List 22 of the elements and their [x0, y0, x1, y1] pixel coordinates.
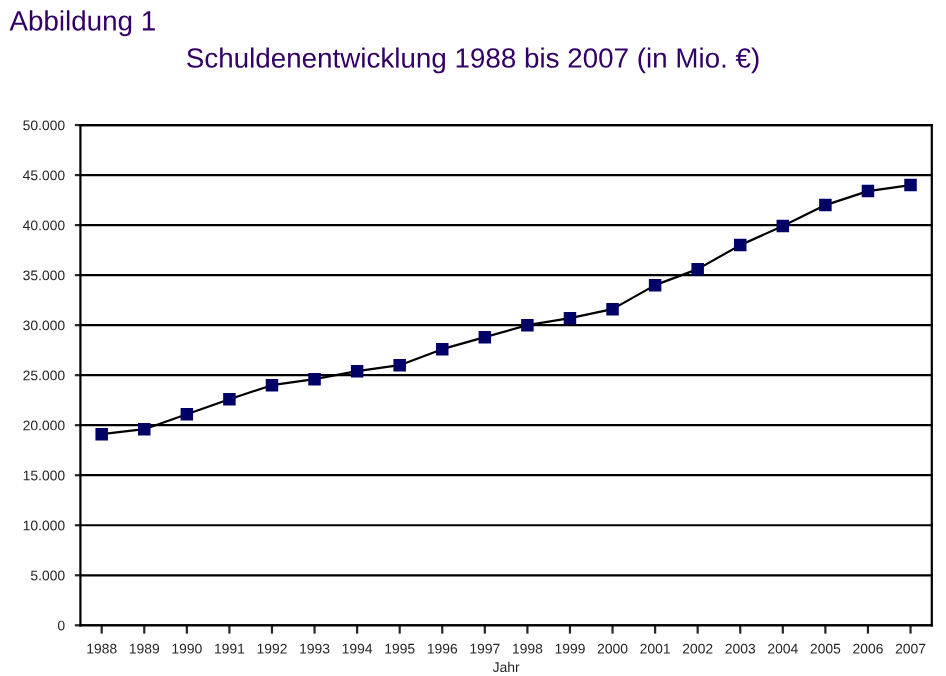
point: [733, 238, 747, 252]
point: [904, 178, 917, 192]
point: [563, 311, 577, 325]
point: [819, 198, 832, 212]
point: [308, 372, 321, 386]
chart-title: Schuldenentwicklung 1988 bis 2007 (in Mio. €): [187, 47, 759, 74]
point: [350, 364, 364, 378]
point: [648, 278, 662, 292]
point: [393, 358, 406, 372]
point: [95, 427, 108, 441]
text: Abbildung 1: [9, 10, 155, 37]
point: [691, 262, 704, 276]
point: [521, 318, 534, 332]
point: [223, 392, 236, 406]
point: [436, 342, 449, 356]
point: [606, 302, 619, 316]
point: [861, 184, 875, 198]
point: [180, 407, 194, 421]
point: [478, 330, 492, 344]
point: [776, 219, 790, 233]
point: [265, 378, 279, 392]
point: [138, 422, 151, 436]
